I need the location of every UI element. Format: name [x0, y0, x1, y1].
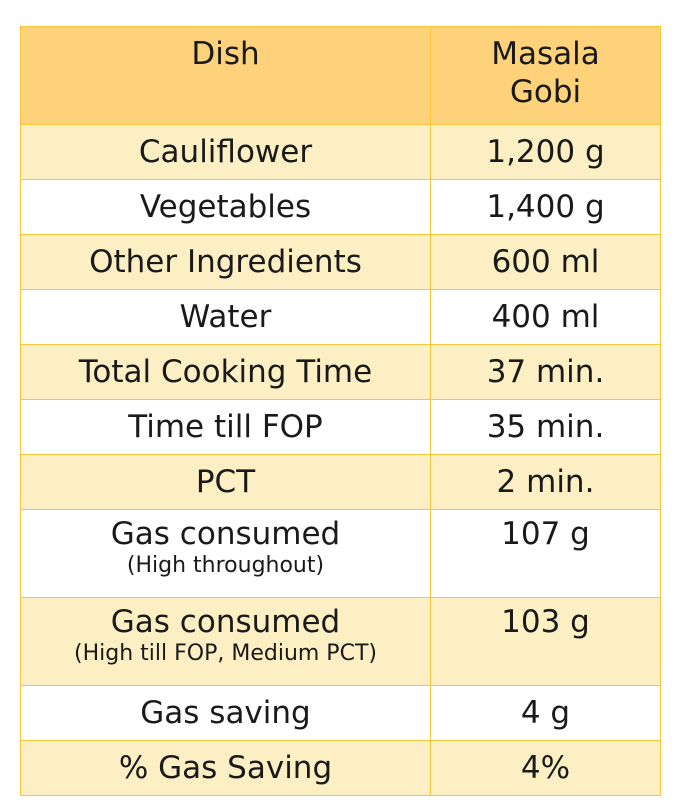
row-label: Cauliflower: [20, 124, 431, 180]
row-label: PCT: [20, 454, 431, 510]
table-row-gas-consumed-medium: Gas consumed (High till FOP, Medium PCT)…: [20, 597, 661, 686]
row-value: 400 ml: [430, 289, 661, 345]
row-label: % Gas Saving: [20, 740, 431, 796]
table-row-vegetables: Vegetables 1,400 g: [20, 179, 661, 235]
dish-header-label: Dish: [191, 36, 260, 72]
row-value: 103 g: [430, 597, 661, 686]
table-header-row: Dish Masala Gobi: [20, 26, 661, 125]
row-value: 4 g: [430, 685, 661, 741]
row-label-cell: Gas consumed (High throughout): [20, 509, 431, 598]
table-row-percent-gas-saving: % Gas Saving 4%: [20, 740, 661, 796]
row-label: Gas consumed: [110, 604, 341, 640]
row-sublabel: (High throughout): [126, 553, 325, 578]
row-label-cell: Gas consumed (High till FOP, Medium PCT): [20, 597, 431, 686]
masala-gobi-column-header: Masala Gobi: [430, 26, 661, 125]
row-label: Time till FOP: [20, 399, 431, 455]
table-row-total-cooking-time: Total Cooking Time 37 min.: [20, 344, 661, 400]
row-sublabel: (High till FOP, Medium PCT): [74, 641, 377, 666]
row-label: Vegetables: [20, 179, 431, 235]
masala-gobi-header-line2: Gobi: [509, 74, 582, 110]
row-value: 35 min.: [430, 399, 661, 455]
row-value: 2 min.: [430, 454, 661, 510]
masala-gobi-header-line1: Masala: [491, 36, 600, 72]
table-row-time-till-fop: Time till FOP 35 min.: [20, 399, 661, 455]
dish-column-header: Dish: [20, 26, 431, 125]
results-table-container: Dish Masala Gobi Cauliflower 1,200 g Veg…: [20, 26, 661, 796]
row-value: 1,400 g: [430, 179, 661, 235]
row-value: 4%: [430, 740, 661, 796]
table-row-cauliflower: Cauliflower 1,200 g: [20, 124, 661, 180]
row-label: Water: [20, 289, 431, 345]
row-label: Other Ingredients: [20, 234, 431, 290]
gas-consumption-table: Dish Masala Gobi Cauliflower 1,200 g Veg…: [20, 26, 661, 796]
table-row-water: Water 400 ml: [20, 289, 661, 345]
row-label: Gas consumed: [110, 516, 341, 552]
row-label: Gas saving: [20, 685, 431, 741]
row-value: 37 min.: [430, 344, 661, 400]
row-value: 107 g: [430, 509, 661, 598]
table-row-gas-consumed-high: Gas consumed (High throughout) 107 g: [20, 509, 661, 598]
table-row-other-ingredients: Other Ingredients 600 ml: [20, 234, 661, 290]
row-value: 600 ml: [430, 234, 661, 290]
table-row-pct: PCT 2 min.: [20, 454, 661, 510]
table-row-gas-saving: Gas saving 4 g: [20, 685, 661, 741]
row-value: 1,200 g: [430, 124, 661, 180]
row-label: Total Cooking Time: [20, 344, 431, 400]
